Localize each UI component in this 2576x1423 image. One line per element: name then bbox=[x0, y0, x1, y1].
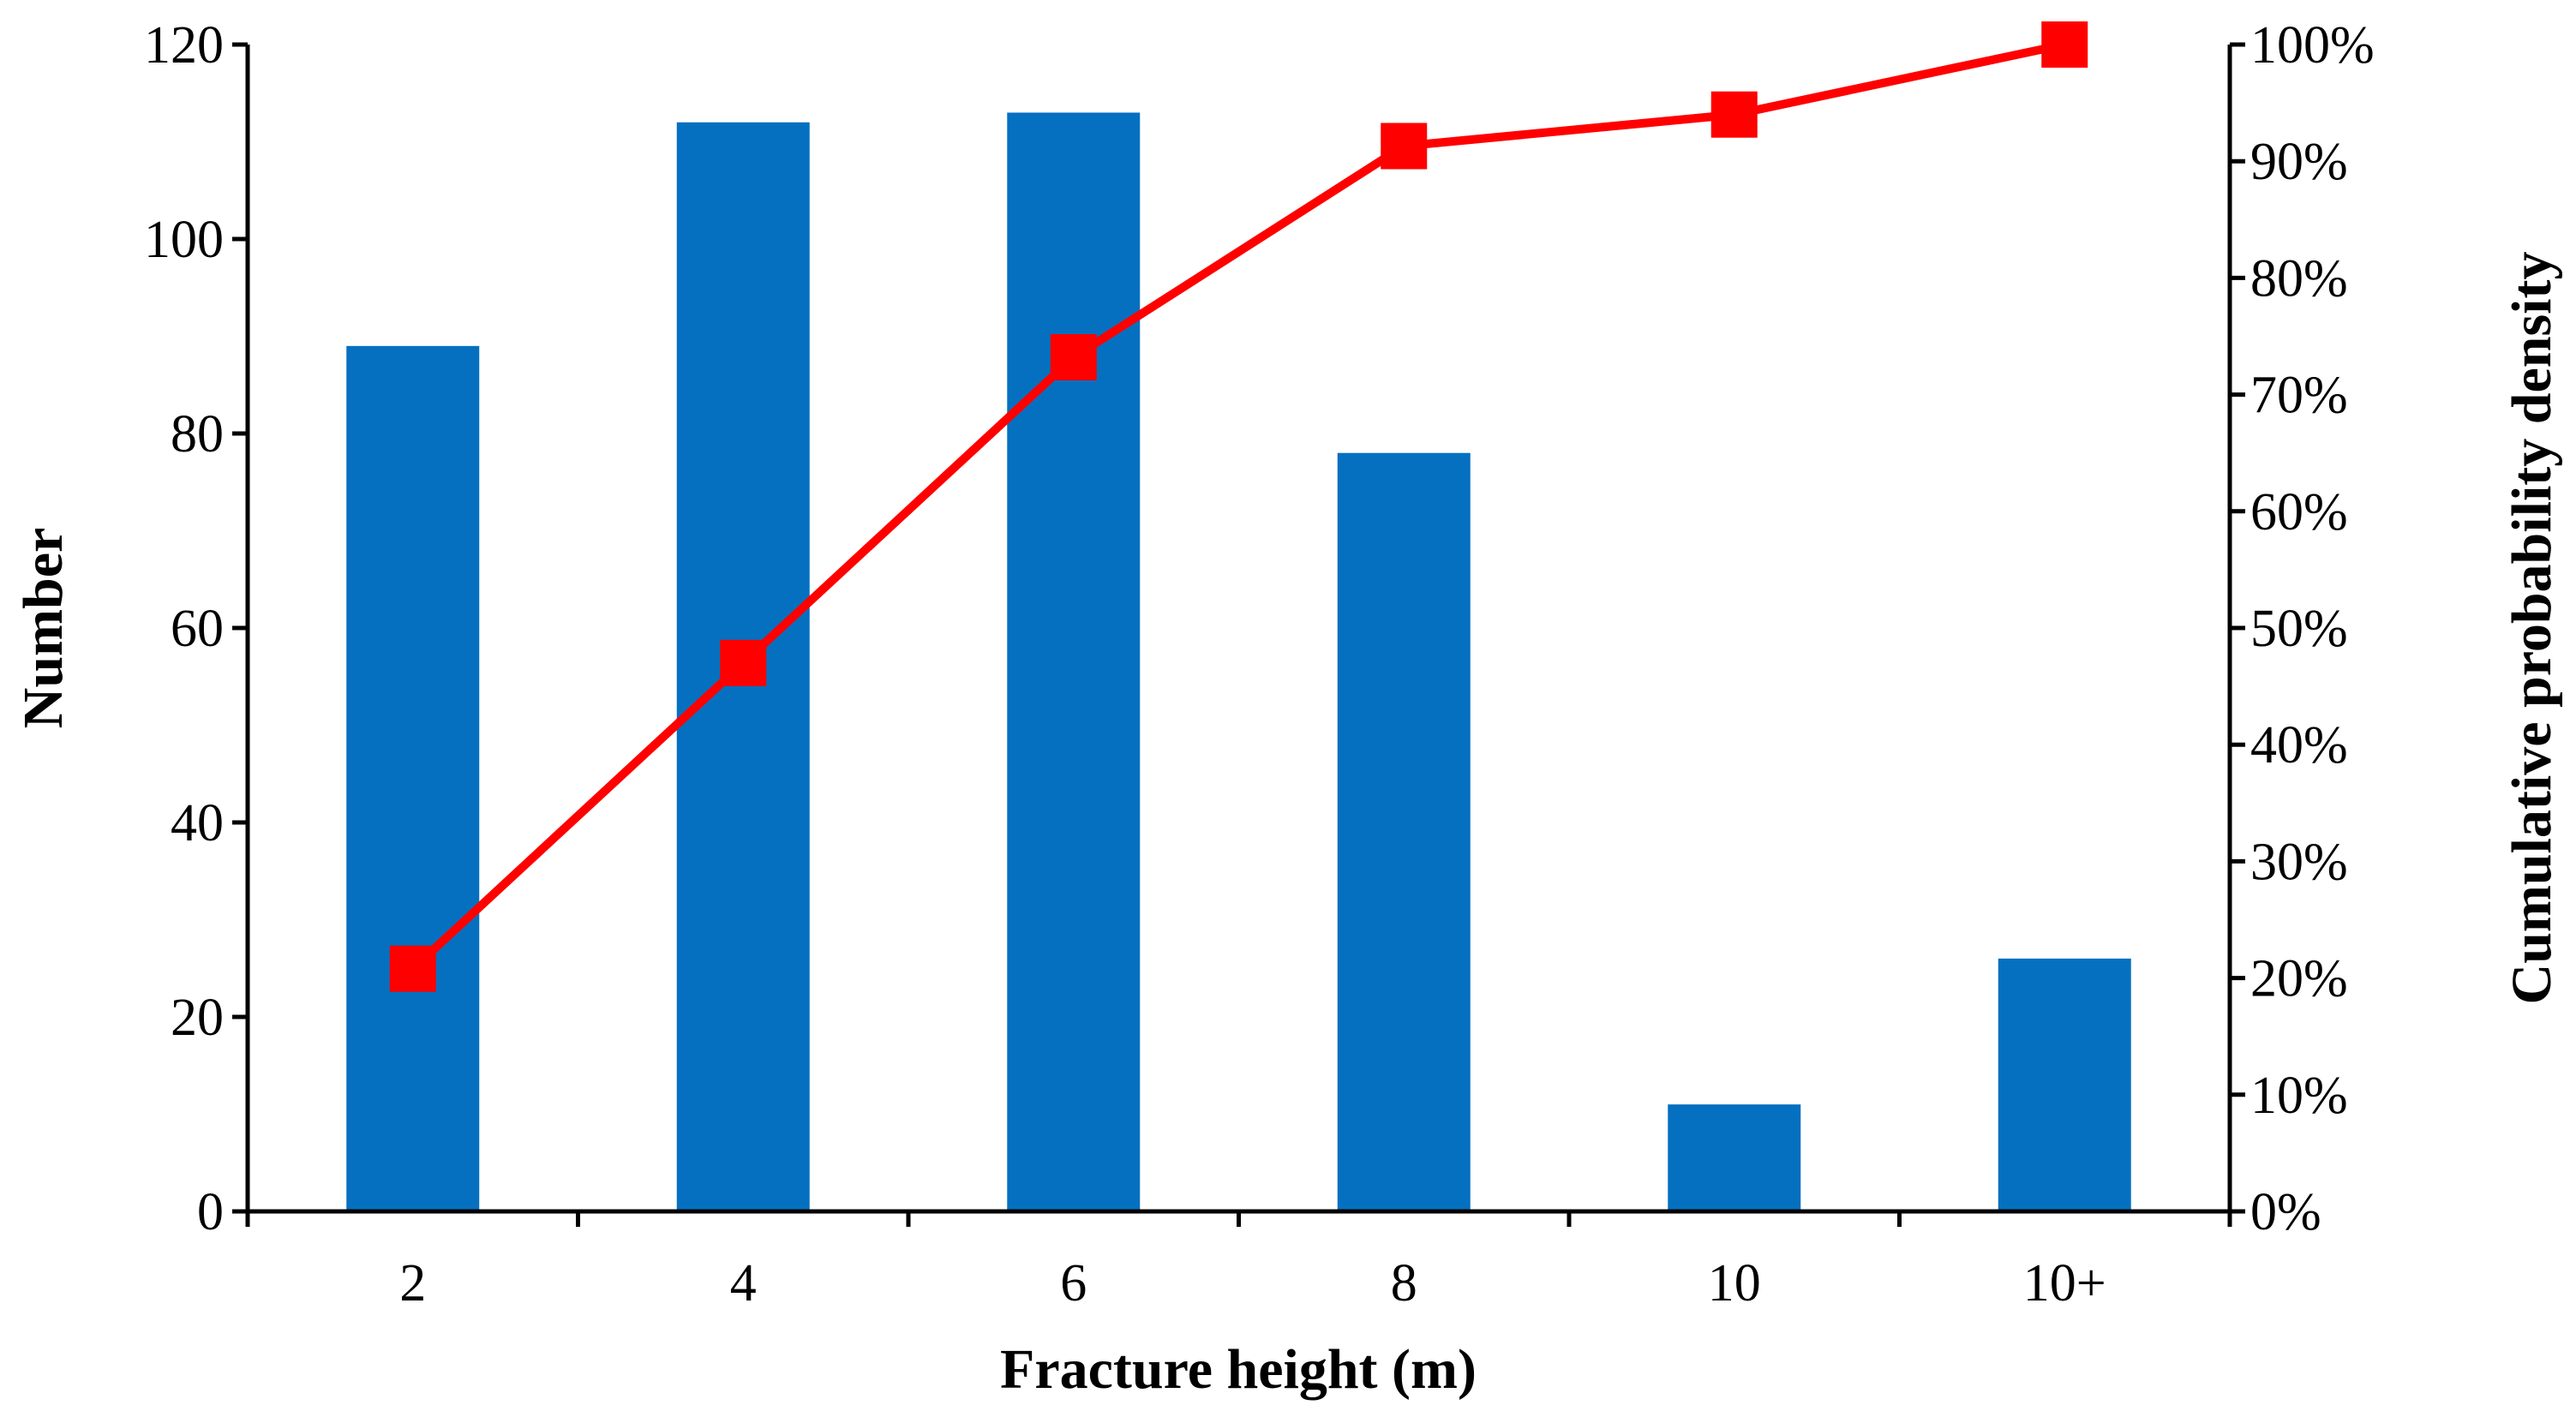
y-right-tick-label: 20% bbox=[2250, 950, 2348, 1008]
y-left-tick-label: 80 bbox=[171, 405, 224, 463]
y-right-tick-label: 80% bbox=[2250, 249, 2348, 308]
cumulative-marker-10-plus bbox=[2041, 21, 2088, 68]
y-left-tick-label: 60 bbox=[171, 600, 224, 658]
y-right-tick-label: 30% bbox=[2250, 833, 2348, 891]
y-right-tick-label: 70% bbox=[2250, 367, 2348, 425]
y-left-tick-label: 120 bbox=[144, 16, 224, 75]
axes-layer bbox=[245, 45, 2232, 1214]
x-tick-label: 10 bbox=[1708, 1254, 1761, 1312]
x-tick-label: 6 bbox=[1060, 1254, 1087, 1312]
bar-10-plus bbox=[1998, 958, 2131, 1211]
y-axis-title-right: Cumulative probability density bbox=[2501, 252, 2563, 1005]
y-right-tick-label: 90% bbox=[2250, 133, 2348, 191]
cumulative-line bbox=[410, 40, 2066, 972]
cumulative-marker-4 bbox=[720, 639, 767, 686]
ticks-layer: 0 20 40 60 80 100 120 0% 10% 20% 30% 40% 50% 60% 70% 80… bbox=[144, 16, 2375, 1312]
bar-6 bbox=[1007, 112, 1141, 1212]
cumulative-marker-6 bbox=[1050, 334, 1097, 381]
x-tick-label: 8 bbox=[1391, 1254, 1417, 1312]
y-right-tick-label: 0% bbox=[2250, 1183, 2321, 1241]
x-tick-label: 2 bbox=[399, 1254, 426, 1312]
bar-8 bbox=[1337, 452, 1471, 1211]
labels-layer: Fracture height (m) Number Cumulative pr… bbox=[12, 252, 2563, 1401]
y-right-tick-label: 50% bbox=[2250, 600, 2348, 658]
cumulative-marker-8 bbox=[1381, 123, 1428, 170]
x-tick-label: 4 bbox=[730, 1254, 757, 1312]
y-left-tick-label: 20 bbox=[171, 989, 224, 1047]
y-axis-title-left: Number bbox=[12, 528, 75, 729]
y-left-tick-label: 100 bbox=[144, 211, 224, 269]
y-right-tick-label: 10% bbox=[2250, 1067, 2348, 1125]
cumulative-marker-10 bbox=[1710, 91, 1758, 138]
x-axis-title: Fracture height (m) bbox=[1000, 1338, 1477, 1401]
y-left-tick-label: 0 bbox=[197, 1183, 224, 1241]
y-right-tick-label: 40% bbox=[2250, 716, 2348, 774]
x-tick-label: 10+ bbox=[2023, 1254, 2106, 1312]
y-right-tick-label: 60% bbox=[2250, 483, 2348, 541]
y-right-tick-label: 100% bbox=[2250, 16, 2375, 75]
y-left-tick-label: 40 bbox=[171, 794, 224, 852]
cumulative-marker-2 bbox=[389, 945, 436, 992]
line-layer bbox=[389, 21, 2088, 992]
bar-2 bbox=[346, 345, 480, 1212]
bars-layer bbox=[346, 112, 2131, 1212]
bar-10 bbox=[1668, 1104, 1801, 1211]
